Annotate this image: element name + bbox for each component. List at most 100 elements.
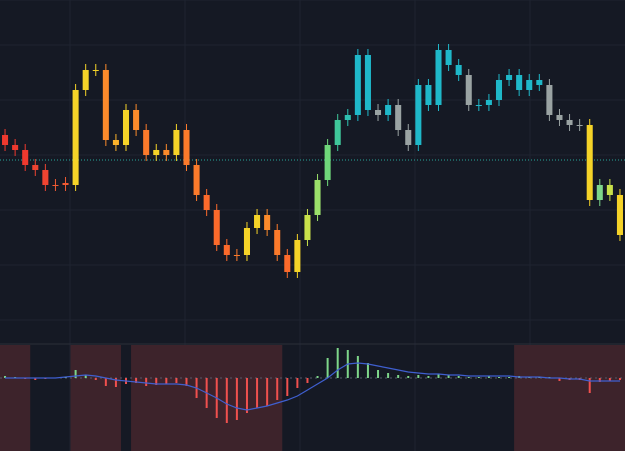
candle-body xyxy=(284,255,291,272)
histogram-bar xyxy=(296,378,299,388)
candle xyxy=(576,119,583,131)
candle xyxy=(435,44,442,111)
candle xyxy=(415,79,422,151)
histogram-bar xyxy=(114,378,117,387)
candle-body xyxy=(475,105,482,106)
candle xyxy=(12,139,19,156)
candle-body xyxy=(12,145,19,150)
candle-body xyxy=(122,110,130,145)
candle-body xyxy=(546,85,553,115)
candle xyxy=(223,239,230,261)
candle-body xyxy=(314,180,321,215)
histogram-bar xyxy=(225,378,228,423)
candle xyxy=(516,69,523,96)
histogram-bar xyxy=(558,378,561,381)
candle xyxy=(405,124,412,151)
candle xyxy=(375,104,382,121)
candle-body xyxy=(243,228,250,255)
candle-body xyxy=(324,145,331,180)
candle-body xyxy=(596,185,603,200)
candle-body xyxy=(173,130,180,155)
histogram-bar xyxy=(588,378,591,393)
candle-body xyxy=(294,240,301,272)
candle-body xyxy=(334,120,341,145)
shaded-range xyxy=(70,345,121,451)
histogram-bar xyxy=(4,376,7,378)
candle-body xyxy=(375,110,382,115)
histogram-bar xyxy=(618,378,621,380)
histogram-bar xyxy=(377,370,380,378)
histogram-bar xyxy=(598,378,601,382)
candle-body xyxy=(304,215,311,240)
histogram-bar xyxy=(366,363,369,378)
candle-body xyxy=(395,105,402,130)
candle xyxy=(52,179,59,191)
candle-body xyxy=(72,90,79,185)
candle xyxy=(264,209,271,236)
candle xyxy=(506,69,513,86)
candle-body xyxy=(62,183,69,185)
candle-body xyxy=(415,85,422,145)
candle-body xyxy=(112,140,119,145)
candle xyxy=(274,224,281,261)
candle xyxy=(566,114,573,131)
histogram-bar xyxy=(397,375,400,378)
candle-body xyxy=(606,185,613,195)
histogram-bar xyxy=(497,377,500,378)
candle xyxy=(62,177,69,191)
candle xyxy=(163,144,170,161)
candle-body xyxy=(556,115,563,120)
candle-body xyxy=(536,80,543,85)
histogram-bar xyxy=(417,375,420,378)
candle-body xyxy=(495,80,503,100)
candle xyxy=(304,209,311,246)
candle xyxy=(354,49,361,121)
histogram-bar xyxy=(256,378,259,408)
candle-body xyxy=(233,255,240,256)
histogram-bar xyxy=(276,378,279,400)
candle-body xyxy=(92,70,99,71)
histogram-bar xyxy=(84,375,87,378)
candle xyxy=(586,119,593,206)
candle-body xyxy=(364,55,371,110)
candle-body xyxy=(566,120,573,125)
candle xyxy=(526,74,533,96)
candle-body xyxy=(143,130,150,155)
candle xyxy=(233,249,240,261)
candle xyxy=(334,114,341,151)
histogram-bar xyxy=(185,378,188,386)
candle xyxy=(536,74,543,91)
shaded-range xyxy=(514,345,625,451)
candle-body xyxy=(42,170,49,185)
candle xyxy=(294,234,301,278)
candle xyxy=(395,99,402,136)
candle-body xyxy=(465,75,472,105)
histogram-bar xyxy=(387,373,390,378)
candle xyxy=(385,99,392,121)
candle xyxy=(22,144,29,171)
histogram-bar xyxy=(477,377,480,378)
candle xyxy=(183,124,190,171)
candle xyxy=(254,209,261,234)
candle xyxy=(213,204,220,251)
candle-body xyxy=(425,85,432,105)
candle xyxy=(546,79,553,121)
candle-body xyxy=(32,165,39,170)
histogram-bar xyxy=(165,378,168,384)
histogram-bar xyxy=(74,370,77,378)
candle xyxy=(364,49,371,116)
candle xyxy=(616,189,623,241)
histogram-bar xyxy=(407,376,410,378)
candle xyxy=(556,109,563,126)
candle xyxy=(82,64,89,96)
candle xyxy=(193,159,200,201)
candle xyxy=(284,249,291,278)
histogram-bar xyxy=(316,376,319,378)
histogram-bar xyxy=(245,378,248,413)
candle-body xyxy=(153,150,160,155)
candle xyxy=(32,159,39,176)
candle-body xyxy=(102,70,109,140)
candle-body xyxy=(616,195,623,235)
